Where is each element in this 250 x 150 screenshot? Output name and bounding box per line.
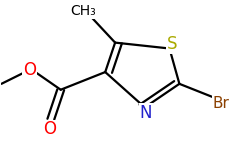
Text: O: O (43, 120, 56, 138)
Text: CH₃: CH₃ (70, 4, 96, 18)
Text: S: S (167, 35, 177, 53)
Text: Br: Br (213, 96, 230, 111)
Text: N: N (140, 103, 152, 122)
Text: O: O (23, 61, 36, 79)
